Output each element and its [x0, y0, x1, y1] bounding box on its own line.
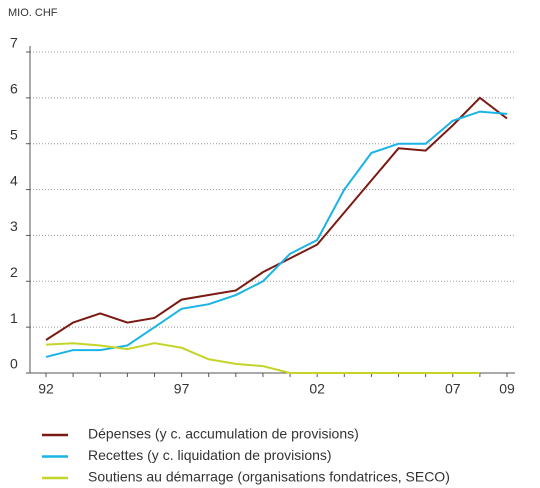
y-axis-label: MIO. CHF — [8, 7, 58, 19]
x-tick-label: 92 — [38, 381, 54, 397]
x-tick-label: 07 — [445, 381, 461, 397]
legend-label: Dépenses (y c. accumulation de provision… — [88, 426, 359, 442]
x-tick-label: 09 — [499, 381, 515, 397]
series-line — [45, 96, 508, 341]
x-tick-label: 02 — [309, 381, 325, 397]
x-tick-label: 97 — [174, 381, 190, 397]
y-tick-label: 5 — [10, 126, 18, 142]
legend-label: Recettes (y c. liquidation de provisions… — [88, 447, 332, 463]
legend-label: Soutiens au démarrage (organisations fon… — [88, 469, 450, 485]
y-tick-label: 3 — [10, 218, 18, 234]
series-line — [45, 110, 508, 358]
y-tick-label: 7 — [10, 35, 18, 51]
y-tick-label: 1 — [10, 310, 18, 326]
y-tick-label: 4 — [10, 172, 18, 188]
y-tick-label: 0 — [10, 356, 18, 372]
series-line — [45, 342, 480, 374]
y-tick-label: 6 — [10, 81, 18, 97]
y-tick-label: 2 — [10, 264, 18, 280]
